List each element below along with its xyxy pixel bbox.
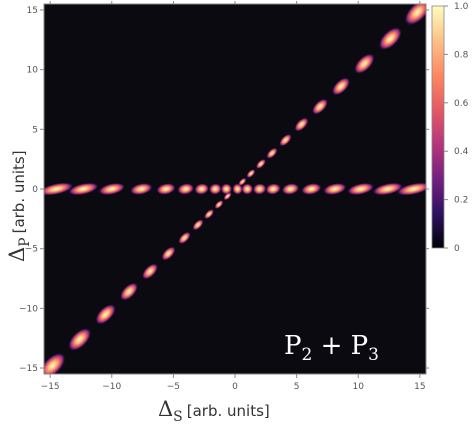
y-label-units: [arb. units] <box>10 150 28 233</box>
horizontal-lobe-13 <box>281 183 300 195</box>
y-tick-label-2: 5 <box>32 125 38 135</box>
annotation-op: + <box>312 331 350 361</box>
diagonal-lobe-13 <box>255 158 266 169</box>
horizontal-lobe-7 <box>209 183 222 195</box>
diagonal-lobe-3 <box>120 282 138 301</box>
horizontal-lobe-8 <box>220 183 232 195</box>
annotation-sub1: 2 <box>302 345 313 365</box>
horizontal-lobe-16 <box>347 182 375 196</box>
horizontal-lobe-18 <box>396 182 426 196</box>
y-label-subscript: P <box>17 237 33 246</box>
y-tick-label-5: −10 <box>19 304 38 314</box>
x-tick-label-0: −15 <box>41 382 60 392</box>
x-tick-label-4: 5 <box>294 382 300 392</box>
colorbar-tick-label-5: 0 <box>454 244 460 254</box>
colorbar-ticks: 1.0 0.8 0.6 0.4 0.2 0 <box>444 2 469 254</box>
colorbar-tick-label-1: 0.8 <box>454 50 469 60</box>
y-tick-label-6: −15 <box>19 364 38 374</box>
heatmap-lobes <box>44 4 426 374</box>
y-axis-label: ΔP [arb. units] <box>5 150 33 262</box>
annotation-sub2: 3 <box>368 345 379 365</box>
y-tick-label-3: 0 <box>32 185 38 195</box>
diagonal-lobe-14 <box>266 147 278 159</box>
horizontal-lobe-9 <box>232 183 243 195</box>
colorbar-tick-label-3: 0.4 <box>454 147 469 157</box>
svg-text:P2 + P3: P2 + P3 <box>284 331 379 365</box>
svg-text:ΔS[arb. units]: ΔS [arb. units] <box>158 397 270 425</box>
x-tick-label-6: 15 <box>414 382 425 392</box>
diagonal-lobe-8 <box>204 209 215 220</box>
horizontal-lobe-3 <box>130 183 153 195</box>
diagonal-lobe-16 <box>294 117 309 132</box>
diagonal-lobe-12 <box>246 169 256 178</box>
y-tick-label-1: 10 <box>27 66 39 76</box>
diagonal-lobe-15 <box>279 133 292 147</box>
horizontal-lobe-10 <box>241 183 254 195</box>
svg-text:ΔP[arb. units]: ΔP [arb. units] <box>5 150 33 262</box>
diagonal-lobe-1 <box>68 327 92 351</box>
horizontal-lobe-0 <box>44 182 74 196</box>
x-tick-label-3: 0 <box>232 382 238 392</box>
horizontal-lobe-5 <box>177 183 194 195</box>
annotation: P2 + P3 <box>284 331 379 365</box>
x-tick-label-1: −10 <box>102 382 121 392</box>
horizontal-lobe-2 <box>98 182 126 196</box>
x-tick-label-5: 10 <box>352 382 364 392</box>
horizontal-lobe-14 <box>301 183 322 195</box>
diagonal-lobe-7 <box>192 219 204 231</box>
y-label-symbol: Δ <box>5 247 29 262</box>
horizontal-lobe-11 <box>252 183 267 195</box>
diagonal-lobe-21 <box>404 4 426 26</box>
diagonal-lobe-19 <box>354 53 375 74</box>
x-label-symbol: Δ <box>158 397 173 421</box>
horizontal-lobe-15 <box>323 183 347 195</box>
colorbar-tick-label-2: 0.6 <box>454 99 469 109</box>
y-tick-label-0: 15 <box>27 6 38 16</box>
horizontal-lobe-12 <box>265 183 281 195</box>
horizontal-lobe-4 <box>156 183 176 195</box>
x-axis-label: ΔS [arb. units] <box>158 397 270 425</box>
colorbar-tick-label-0: 1.0 <box>454 2 469 12</box>
horizontal-lobe-17 <box>372 182 404 196</box>
x-label-subscript: S <box>173 409 183 425</box>
diagonal-lobe-6 <box>178 231 191 245</box>
horizontal-lobe-6 <box>194 183 209 195</box>
x-tick-label-2: −5 <box>167 382 180 392</box>
diagonal-lobe-11 <box>238 177 247 186</box>
annotation-p: P <box>284 331 302 361</box>
diagonal-lobe-20 <box>378 27 402 51</box>
diagonal-lobe-17 <box>312 98 328 115</box>
y-axis-ticks: 15 10 5 0 −5 −10 −15 <box>19 6 429 374</box>
colorbar-tick-label-4: 0.2 <box>454 196 468 206</box>
colorbar <box>431 5 445 249</box>
horizontal-lobe-1 <box>68 182 99 196</box>
x-label-units: [arb. units] <box>187 402 270 420</box>
diagonal-lobe-4 <box>142 263 158 280</box>
diagonal-lobe-10 <box>223 192 232 201</box>
diagonal-lobe-2 <box>95 304 116 325</box>
y-tick-label-4: −5 <box>25 245 38 255</box>
annotation-p2: P <box>351 331 369 361</box>
x-axis-ticks: −15 −10 −5 0 5 10 15 <box>41 1 426 392</box>
diagonal-lobe-18 <box>332 77 350 96</box>
diagonal-lobe-5 <box>161 246 176 261</box>
diagonal-lobe-9 <box>214 200 224 209</box>
diagonal-lobe-0 <box>44 352 66 374</box>
